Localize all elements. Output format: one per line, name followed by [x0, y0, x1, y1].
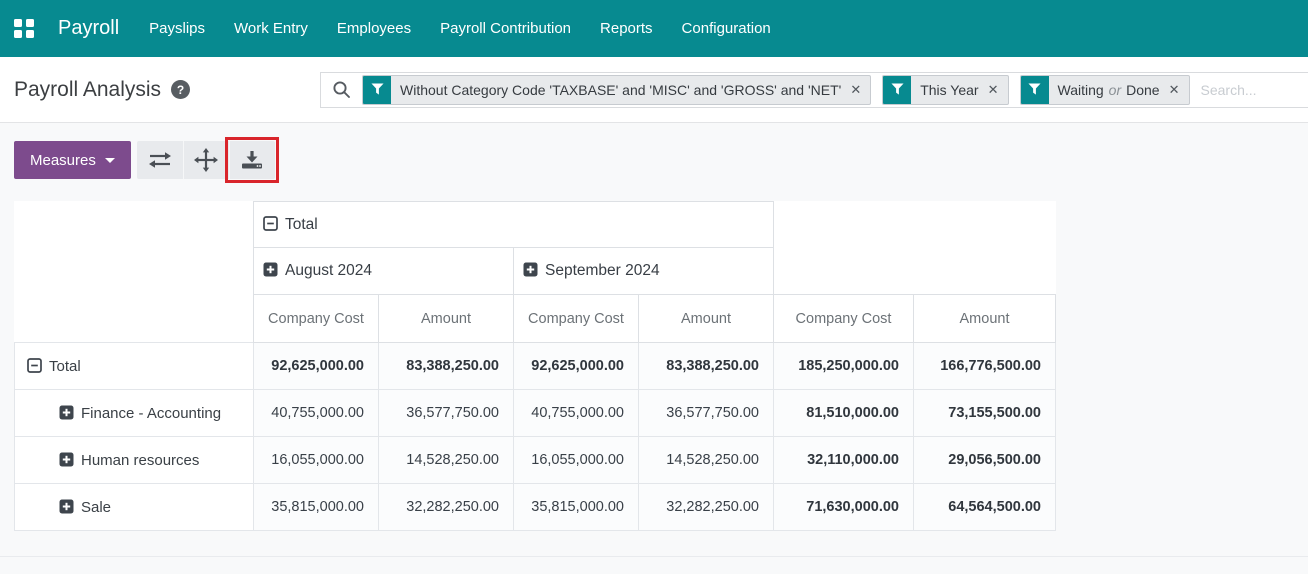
filter-icon [1020, 75, 1049, 104]
nav-item-employees[interactable]: Employees [336, 20, 412, 37]
nav-item-payroll-contribution[interactable]: Payroll Contribution [440, 20, 572, 37]
filter-icon [883, 75, 912, 104]
pivot-cell: 40,755,000.00 [253, 389, 379, 437]
pivot-cell: 81,510,000.00 [773, 389, 914, 437]
pivot-cell: 29,056,500.00 [913, 436, 1056, 484]
filter-facet-category-code[interactable]: Without Category Code 'TAXBASE' and 'MIS… [362, 74, 872, 105]
page-title: Payroll Analysis [14, 77, 162, 101]
search-input[interactable] [1200, 81, 1308, 98]
nav-item-reports[interactable]: Reports [600, 20, 653, 37]
content-bottom-divider [0, 556, 1308, 557]
pivot-cell: 14,528,250.00 [638, 436, 774, 484]
collapse-icon [27, 357, 42, 373]
download-xlsx-button[interactable] [224, 137, 279, 183]
collapse-icon [263, 215, 278, 231]
pivot-cell: 32,110,000.00 [773, 436, 914, 484]
measures-button[interactable]: Measures [14, 141, 131, 179]
pivot-row-human-resources: Human resources 16,055,000.00 14,528,250… [14, 436, 1056, 484]
facet-label: Without Category Code 'TAXBASE' and 'MIS… [400, 81, 842, 98]
pivot-cell: 83,388,250.00 [378, 342, 514, 390]
measure-header-company-cost[interactable]: Company Cost [773, 294, 914, 343]
pivot-cell: 14,528,250.00 [378, 436, 514, 484]
app-brand[interactable]: Payroll [58, 17, 120, 39]
pivot-table: Total August 2024 September 2024 Company… [14, 201, 1056, 531]
pivot-cell: 36,577,750.00 [378, 389, 514, 437]
pivot-row-total: Total 92,625,000.00 83,388,250.00 92,625… [14, 342, 1056, 390]
remove-filter-icon[interactable]: ✕ [1168, 81, 1180, 97]
col-group-august-2024[interactable]: August 2024 [253, 247, 514, 295]
expand-icon [523, 262, 538, 277]
empty-header-cell [15, 248, 254, 295]
measure-header-amount[interactable]: Amount [378, 294, 514, 343]
control-panel: Payroll Analysis ? Without Category Code… [0, 57, 1308, 123]
expand-all-button[interactable] [182, 141, 229, 179]
top-nav: Payroll Payslips Work Entry Employees Pa… [0, 0, 1308, 57]
expand-icon [59, 499, 74, 513]
pivot-cell: 35,815,000.00 [513, 483, 639, 531]
nav-item-configuration[interactable]: Configuration [681, 20, 771, 37]
pivot-cell: 16,055,000.00 [253, 436, 379, 484]
pivot-cell: 40,755,000.00 [513, 389, 639, 437]
measure-header-amount[interactable]: Amount [638, 294, 774, 343]
empty-header-cell [774, 248, 1056, 295]
expand-icon [59, 452, 74, 466]
facet-label: This Year [920, 81, 979, 98]
pivot-cell: 83,388,250.00 [638, 342, 774, 390]
row-header-sale[interactable]: Sale [14, 483, 254, 531]
search-icon [332, 80, 351, 99]
filter-facet-this-year[interactable]: This Year ✕ [882, 74, 1009, 105]
pivot-cell: 36,577,750.00 [638, 389, 774, 437]
download-icon [242, 151, 263, 169]
expand-all-icon [194, 148, 219, 172]
pivot-cell: 35,815,000.00 [253, 483, 379, 531]
facet-label: Waiting or Done [1057, 81, 1160, 98]
filter-icon [363, 75, 391, 104]
pivot-row-finance-accounting: Finance - Accounting 40,755,000.00 36,57… [14, 389, 1056, 437]
measure-header-company-cost[interactable]: Company Cost [513, 294, 639, 343]
row-header-finance-accounting[interactable]: Finance - Accounting [14, 389, 254, 437]
filter-facet-waiting-or-done[interactable]: Waiting or Done ✕ [1019, 74, 1190, 105]
measure-header-amount[interactable]: Amount [913, 294, 1056, 343]
caret-down-icon [104, 157, 115, 163]
pivot-toolbar: Measures [14, 137, 1308, 183]
pivot-row-sale: Sale 35,815,000.00 32,282,250.00 35,815,… [14, 483, 1056, 531]
pivot-cell: 73,155,500.00 [913, 389, 1056, 437]
expand-icon [59, 405, 74, 419]
flip-axis-button[interactable] [137, 141, 183, 179]
pivot-action-group [136, 137, 279, 183]
nav-item-work-entry[interactable]: Work Entry [234, 20, 308, 37]
apps-menu-icon[interactable] [14, 18, 34, 39]
pivot-cell: 92,625,000.00 [513, 342, 639, 390]
help-icon[interactable]: ? [171, 80, 191, 99]
pivot-cell: 32,282,250.00 [378, 483, 514, 531]
flip-axis-icon [148, 152, 171, 168]
measures-label: Measures [30, 151, 96, 169]
empty-header-cell [15, 295, 254, 343]
row-header-total[interactable]: Total [14, 342, 254, 390]
col-group-total[interactable]: Total [253, 201, 774, 248]
pivot-cell: 16,055,000.00 [513, 436, 639, 484]
pivot-cell: 166,776,500.00 [913, 342, 1056, 390]
search-bar[interactable]: Without Category Code 'TAXBASE' and 'MIS… [320, 71, 1308, 108]
pivot-cell: 64,564,500.00 [913, 483, 1056, 531]
pivot-cell: 71,630,000.00 [773, 483, 914, 531]
remove-filter-icon[interactable]: ✕ [987, 81, 999, 97]
main-menu: Payslips Work Entry Employees Payroll Co… [149, 20, 771, 37]
row-header-human-resources[interactable]: Human resources [14, 436, 254, 484]
empty-header-cell [774, 202, 1056, 248]
col-group-september-2024[interactable]: September 2024 [513, 247, 774, 295]
measure-header-company-cost[interactable]: Company Cost [253, 294, 379, 343]
pivot-cell: 185,250,000.00 [773, 342, 914, 390]
nav-item-payslips[interactable]: Payslips [149, 20, 205, 37]
remove-filter-icon[interactable]: ✕ [850, 81, 862, 97]
pivot-cell: 32,282,250.00 [638, 483, 774, 531]
pivot-cell: 92,625,000.00 [253, 342, 379, 390]
empty-header-cell [15, 202, 254, 248]
expand-icon [263, 262, 278, 277]
